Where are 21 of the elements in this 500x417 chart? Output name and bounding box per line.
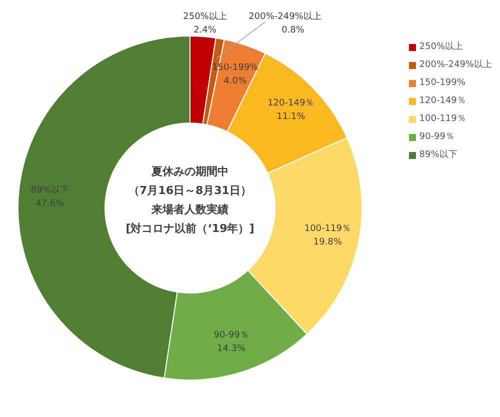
legend-label: 100-119％: [419, 113, 466, 126]
slice-label: 89%以下: [30, 184, 69, 196]
data-label: 4.0%: [224, 76, 247, 87]
legend-label: 120-149％: [419, 95, 466, 108]
data-label: 47.6%: [36, 199, 65, 210]
legend-label: 150-199%: [419, 77, 466, 90]
slice-label: 250%以上: [183, 11, 227, 22]
data-label: 0.8%: [282, 26, 305, 36]
legend-label: 200%-249%以上: [419, 58, 492, 72]
text: 夏休みの期間中（7月16日～8月31日）来場者人数実績[対コロナ以前（‘19年）]: [126, 165, 254, 235]
slice-label: 200%-249%以上: [248, 11, 322, 22]
slice-label: 90-99％: [214, 330, 249, 340]
data-label: 14.3%: [217, 344, 246, 354]
legend-label: 90-99％: [419, 131, 454, 144]
data-label: 11.1%: [276, 112, 306, 122]
legend-label: 250%以上: [419, 40, 464, 54]
legend-label: 89%以下: [419, 148, 458, 162]
data-label: 19.8%: [313, 238, 342, 248]
slice-label: 120-149％: [268, 98, 314, 108]
data-label: 2.4%: [194, 26, 217, 36]
slice-label: 100-119％: [304, 224, 351, 234]
